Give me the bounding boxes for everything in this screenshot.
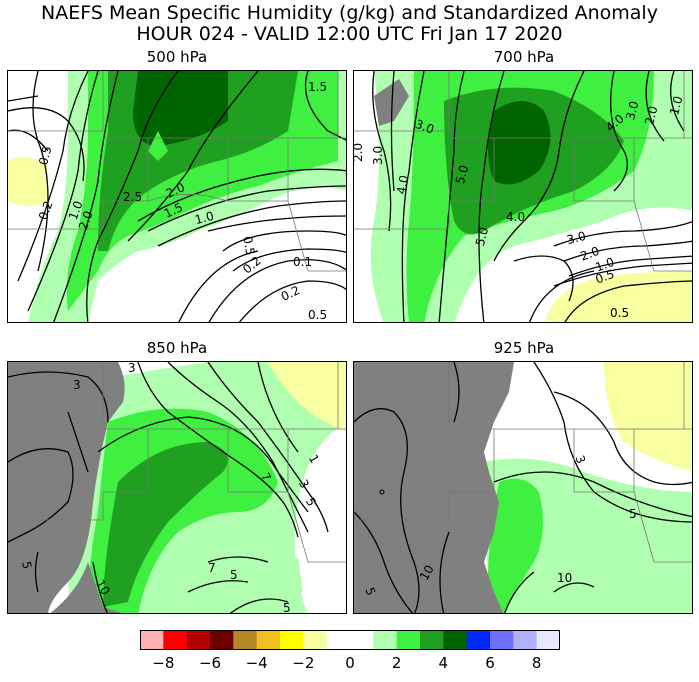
chart-subtitle: HOUR 024 - VALID 12:00 UTC Fri Jan 17 20… [136,23,563,45]
contour-label: 1.0 [667,95,685,117]
contour-label: 10 [93,577,113,597]
chart-title: NAEFS Mean Specific Humidity (g/kg) and … [41,2,658,24]
contour-label: 0.2 [279,283,302,304]
contour-label: 3.0 [371,146,385,165]
colorbar-swatch [373,630,398,650]
panel-title-850: 850 hPa [146,339,208,357]
colorbar-swatch [280,630,304,650]
contour-label: 10 [557,571,572,585]
map-panel-500: 1.5 0.5 0.2 1.0 2.0 2.5 2.0 1.5 1.0 0.5 … [7,70,347,323]
map-850: 3 3 1 3 5 7 5 5 7 5 10 [8,362,346,614]
colorbar [140,630,560,650]
contour-label: 4.0 [394,174,411,195]
contour-label: 0.5 [240,235,257,256]
colorbar-swatch [163,630,188,650]
contour-label: 0.5 [308,308,327,322]
contour-label: 0.5 [594,267,617,287]
contour-label: 2.0 [76,209,96,232]
panel-title-925: 925 hPa [493,339,555,357]
contour-label: 5 [362,586,378,598]
colorbar-tick-label: 2 [391,654,402,672]
contour-label: 1.0 [66,199,86,222]
colorbar-tick-label: −6 [198,654,222,672]
contour-label: 1.0 [193,209,215,227]
colorbar-tick-label: 0 [345,654,355,672]
contour-label: 5.0 [473,226,491,248]
colorbar-tick-label: −8 [152,654,175,672]
contour-label: 5 [19,560,34,570]
contour-label: 7 [208,561,216,575]
colorbar-swatch [513,630,538,650]
contour-label: 2.5 [123,190,142,204]
contour-label: 3 [73,378,81,392]
map-700: 1.0 2.0 3.0 4.0 3.0 2.0 3.0 4.0 5.0 4.0 … [354,71,692,322]
contour-label: 4.0 [506,210,525,224]
colorbar-tick-label: −4 [245,654,268,672]
contour-label: 2.0 [579,244,602,264]
contour-label: 2.0 [642,105,660,127]
colorbar-swatch [140,630,164,650]
map-panel-850: 3 3 1 3 5 7 5 5 7 5 10 [7,361,347,614]
contour-label: 0.2 [36,199,56,222]
contour-label: 5 [230,568,238,582]
contour-label: 0.1 [293,255,312,269]
contour-label: 3 [128,362,136,375]
colorbar-tick-label: 6 [485,654,495,672]
contour-label: 1.0 [594,255,617,275]
colorbar-swatch [303,630,328,650]
colorbar-swatch [186,630,211,650]
contour-label: 5 [303,495,319,509]
map-925: 3 5 10 10 5 [354,362,692,613]
contour-label: 5 [629,507,637,521]
contour-label: 0.5 [36,145,54,167]
colorbar-swatch [233,630,258,650]
contour-label: 3.0 [565,229,587,247]
colorbar-swatch [536,630,560,650]
colorbar-tick-label: 4 [438,654,449,672]
contour-label: 0.5 [610,306,629,320]
contour-label: 5 [283,601,291,614]
colorbar-swatch [490,630,514,650]
colorbar-swatch [210,630,234,650]
colorbar-swatch [420,630,444,650]
panel-title-500: 500 hPa [146,48,208,66]
colorbar-swatch [326,630,351,650]
contour-label: 2.0 [354,143,365,162]
colorbar-swatch [256,630,281,650]
contour-label: 3 [572,454,588,466]
map-panel-700: 1.0 2.0 3.0 4.0 3.0 2.0 3.0 4.0 5.0 4.0 … [353,70,693,323]
colorbar-swatch [396,630,421,650]
colorbar-tick-label: 8 [531,654,542,672]
contour-label: 3.0 [413,117,436,137]
colorbar-tick-label: −2 [292,654,315,672]
panel-title-700: 700 hPa [493,48,555,66]
contour-label: 5.0 [453,164,471,186]
contour-label: 3.0 [623,100,641,122]
contour-label: 1.5 [308,80,327,94]
contour-label: 10 [417,563,437,583]
colorbar-swatch [350,630,374,650]
map-panel-925: 3 5 10 10 5 [353,361,693,614]
colorbar-swatch [466,630,491,650]
colorbar-swatch [443,630,468,650]
map-500: 1.5 0.5 0.2 1.0 2.0 2.5 2.0 1.5 1.0 0.5 … [8,71,346,322]
